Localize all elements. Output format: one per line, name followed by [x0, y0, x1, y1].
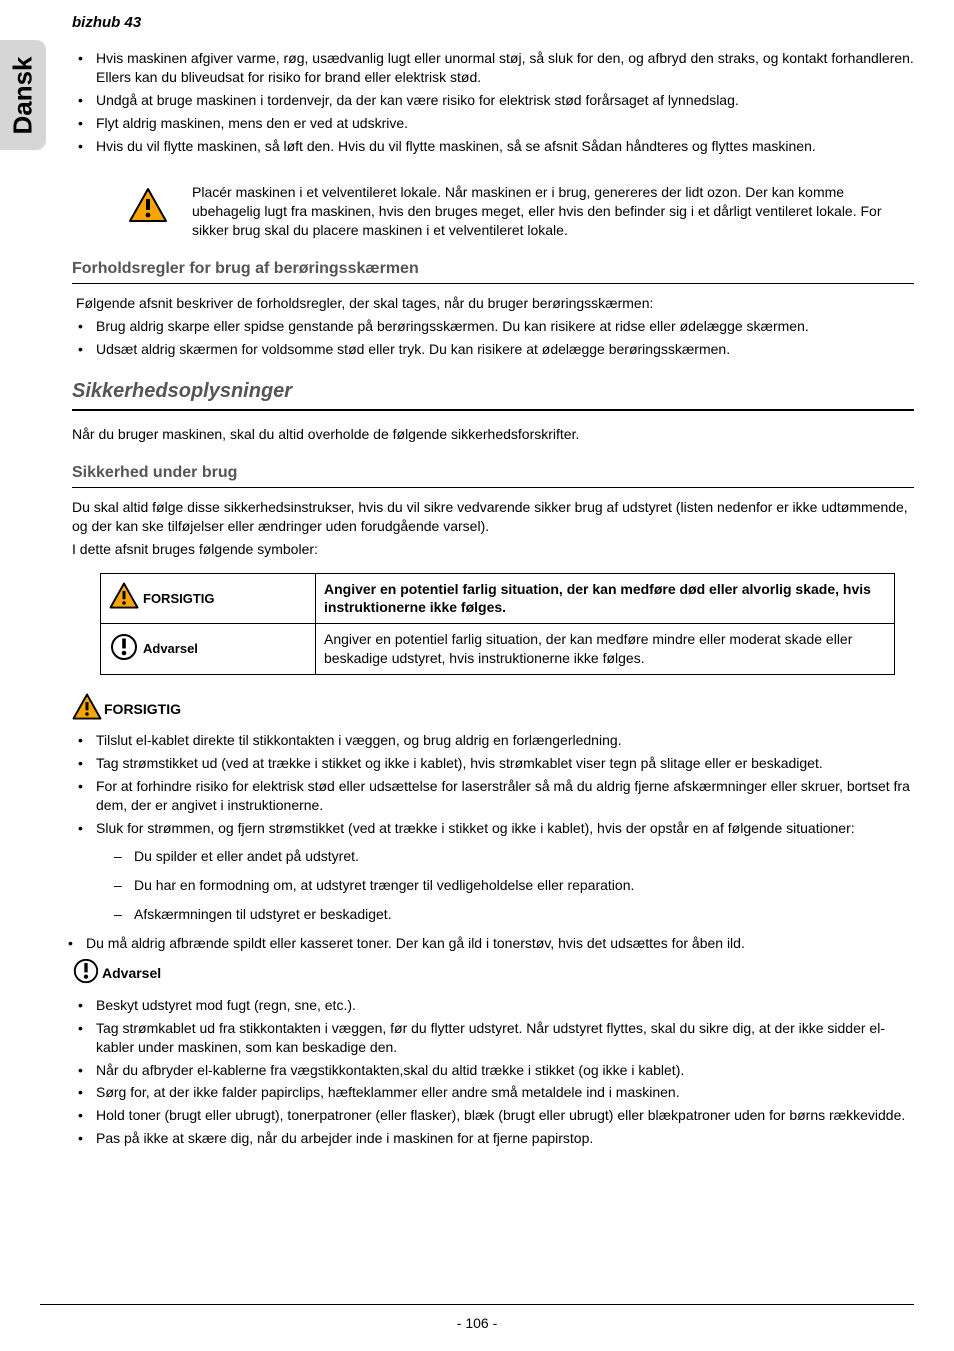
touchscreen-intro: Følgende afsnit beskriver de forholdsreg…	[76, 294, 914, 313]
list-item-text: Sluk for strømmen, og fjern strømstikket…	[96, 820, 855, 836]
advarsel-label: Advarsel	[143, 640, 198, 658]
page-content: Hvis maskinen afgiver varme, røg, usædva…	[72, 49, 914, 1148]
list-item: Undgå at bruge maskinen i tordenvejr, da…	[72, 91, 914, 110]
list-item: Du må aldrig afbrænde spildt eller kasse…	[62, 934, 914, 953]
safety-sub-intro1: Du skal altid følge disse sikkerhedsinst…	[72, 498, 914, 536]
list-item: Flyt aldrig maskinen, mens den er ved at…	[72, 114, 914, 133]
forsigtig-last-bullet: Du må aldrig afbrænde spildt eller kasse…	[62, 934, 914, 953]
caution-triangle-icon	[128, 187, 168, 228]
table-cell-advarsel-label: Advarsel	[101, 624, 316, 675]
safety-heading: Sikkerhedsoplysninger	[72, 378, 914, 411]
advarsel-header: Advarsel	[72, 957, 914, 990]
symbol-table: FORSIGTIG Angiver en potentiel farlig si…	[100, 573, 895, 676]
forsigtig-header: FORSIGTIG	[72, 693, 914, 725]
list-item: Når du afbryder el-kablerne fra vægstikk…	[72, 1061, 914, 1080]
list-item: Pas på ikke at skære dig, når du arbejde…	[72, 1129, 914, 1148]
list-item: Sørg for, at der ikke falder papirclips,…	[72, 1083, 914, 1102]
list-item: Brug aldrig skarpe eller spidse genstand…	[72, 317, 914, 336]
safety-sub-heading: Sikkerhed under brug	[72, 462, 914, 488]
forsigtig-label: FORSIGTIG	[143, 590, 215, 608]
advarsel-circle-icon	[72, 957, 100, 990]
language-tab-label: Dansk	[8, 56, 39, 134]
forsigtig-dash-list: Du spilder et eller andet på udstyret. D…	[106, 847, 914, 924]
caution-triangle-icon	[72, 693, 102, 725]
table-cell-forsigtig-desc: Angiver en potentiel farlig situation, d…	[316, 573, 895, 624]
list-item: Beskyt udstyret mod fugt (regn, sne, etc…	[72, 996, 914, 1015]
list-item: Sluk for strømmen, og fjern strømstikket…	[72, 819, 914, 925]
forsigtig-bullet-list: Tilslut el-kablet direkte til stikkontak…	[72, 731, 914, 924]
advarsel-bullet-list: Beskyt udstyret mod fugt (regn, sne, etc…	[72, 996, 914, 1148]
list-item: Udsæt aldrig skærmen for voldsomme stød …	[72, 340, 914, 359]
touchscreen-bullet-list: Brug aldrig skarpe eller spidse genstand…	[72, 317, 914, 359]
forsigtig-block-label: FORSIGTIG	[104, 700, 181, 719]
advarsel-block-label: Advarsel	[102, 964, 161, 983]
list-item: For at forhindre risiko for elektrisk st…	[72, 777, 914, 815]
table-row: Advarsel Angiver en potentiel farlig sit…	[101, 624, 895, 675]
page-footer: - 106 -	[0, 1304, 954, 1331]
table-cell-advarsel-desc: Angiver en potentiel farlig situation, d…	[316, 624, 895, 675]
language-tab: Dansk	[0, 40, 46, 150]
caution-triangle-icon	[109, 582, 139, 614]
list-item: Tilslut el-kablet direkte til stikkontak…	[72, 731, 914, 750]
list-item: Tag strømstikket ud (ved at trække i sti…	[72, 754, 914, 773]
list-item: Hold toner (brugt eller ubrugt), tonerpa…	[72, 1106, 914, 1125]
touchscreen-heading: Forholdsregler for brug af berøringsskær…	[72, 258, 914, 284]
list-item: Hvis maskinen afgiver varme, røg, usædva…	[72, 49, 914, 87]
product-title: bizhub 43	[72, 14, 914, 31]
ventilation-warning: Placér maskinen i et velventileret lokal…	[128, 183, 914, 240]
safety-intro: Når du bruger maskinen, skal du altid ov…	[72, 425, 914, 444]
table-row: FORSIGTIG Angiver en potentiel farlig si…	[101, 573, 895, 624]
intro-bullet-list: Hvis maskinen afgiver varme, røg, usædva…	[72, 49, 914, 155]
table-cell-forsigtig-label: FORSIGTIG	[101, 573, 316, 624]
list-item: Du har en formodning om, at udstyret træ…	[106, 876, 914, 895]
advarsel-circle-icon	[109, 632, 139, 667]
safety-sub-intro2: I dette afsnit bruges følgende symboler:	[72, 540, 914, 559]
ventilation-warning-text: Placér maskinen i et velventileret lokal…	[192, 183, 914, 240]
list-item: Tag strømkablet ud fra stikkontakten i v…	[72, 1019, 914, 1057]
list-item: Du spilder et eller andet på udstyret.	[106, 847, 914, 866]
list-item: Afskærmningen til udstyret er beskadiget…	[106, 905, 914, 924]
page-number: - 106 -	[457, 1315, 497, 1331]
list-item: Hvis du vil flytte maskinen, så løft den…	[72, 137, 914, 156]
